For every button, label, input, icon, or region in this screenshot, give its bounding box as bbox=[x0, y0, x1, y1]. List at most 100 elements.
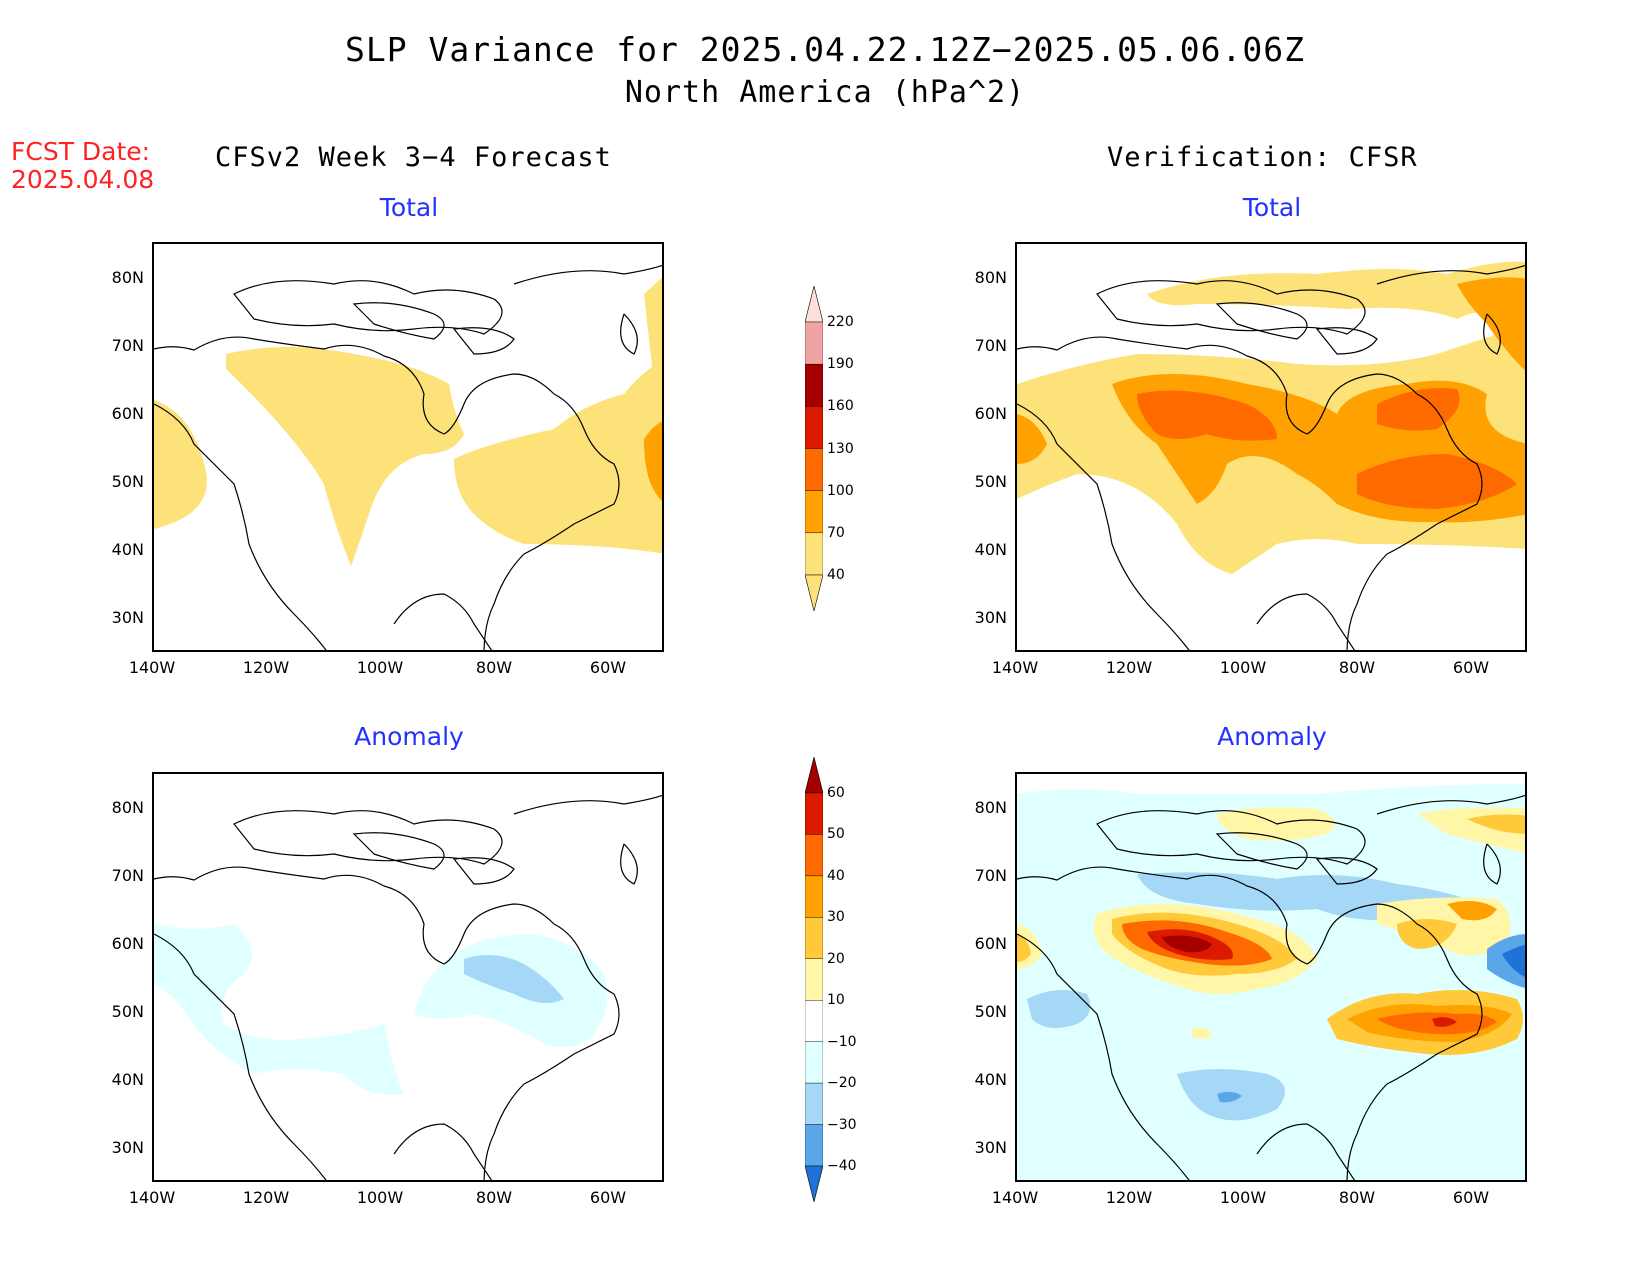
colorbar-segment bbox=[804, 917, 824, 959]
colorbar-segment bbox=[804, 1041, 824, 1084]
forecast-column-heading: CFSv2 Week 3−4 Forecast bbox=[215, 142, 612, 173]
lat-tick-label: 70N bbox=[974, 336, 1007, 355]
colorbar-level-label: 40 bbox=[827, 567, 845, 583]
lat-tick-label: 80N bbox=[974, 798, 1007, 817]
lat-tick-label: 60N bbox=[111, 934, 144, 953]
colorbar-graphic bbox=[804, 285, 824, 612]
lat-tick-label: 60N bbox=[974, 934, 1007, 953]
main-title: SLP Variance for 2025.04.22.12Z−2025.05.… bbox=[345, 30, 1305, 69]
colorbar-level-label: 130 bbox=[827, 440, 854, 457]
verification-column-heading: Verification: CFSR bbox=[1107, 142, 1418, 173]
lat-tick-label: 30N bbox=[111, 608, 144, 627]
colorbar-top-arrow bbox=[804, 756, 824, 794]
lon-tick-label: 80W bbox=[1338, 1188, 1376, 1207]
lon-tick-label: 140W bbox=[991, 1188, 1039, 1207]
colorbar-total: 220 190 160 130 100 70 40 bbox=[804, 285, 854, 612]
colorbar-segment bbox=[804, 792, 824, 835]
lat-tick-label: 80N bbox=[111, 268, 144, 287]
colorbar-level-label: 30 bbox=[827, 909, 845, 926]
lon-tick-label: 60W bbox=[589, 658, 627, 677]
lat-tick-label: 60N bbox=[974, 404, 1007, 423]
lon-tick-label: 60W bbox=[1452, 1188, 1490, 1207]
lon-tick-label: 60W bbox=[1452, 658, 1490, 677]
coastline bbox=[154, 794, 662, 1180]
lat-tick-label: 80N bbox=[974, 268, 1007, 287]
lon-tick-label: 100W bbox=[1219, 1188, 1267, 1207]
colorbar-segment bbox=[804, 532, 824, 576]
colorbar-level-label: 100 bbox=[827, 482, 854, 499]
colorbar-bottom-arrow bbox=[804, 574, 824, 612]
lon-tick-label: 120W bbox=[1105, 1188, 1153, 1207]
fcst-date-block: FCST Date: 2025.04.08 bbox=[11, 138, 154, 194]
lat-tick-label: 30N bbox=[111, 1138, 144, 1157]
colorbar-level-label: 10 bbox=[827, 992, 845, 1009]
lon-tick-label: 100W bbox=[356, 658, 404, 677]
colorbar-segment bbox=[804, 363, 824, 407]
coastline bbox=[154, 264, 662, 650]
lon-tick-label: 140W bbox=[991, 658, 1039, 677]
lon-tick-label: 120W bbox=[242, 1188, 290, 1207]
coastline bbox=[1017, 264, 1525, 650]
verification-total-map bbox=[1015, 242, 1527, 652]
forecast-total-title: Total bbox=[379, 193, 439, 222]
colorbar-level-label: 220 bbox=[827, 314, 854, 330]
colorbar-graphic bbox=[804, 756, 824, 1203]
lat-tick-label: 50N bbox=[111, 1002, 144, 1021]
colorbar-level-label: 40 bbox=[827, 867, 845, 884]
colorbar-level-label: 20 bbox=[827, 950, 845, 967]
lat-tick-label: 50N bbox=[111, 472, 144, 491]
colorbar-level-label: −10 bbox=[827, 1033, 857, 1050]
colorbar-segment bbox=[804, 1000, 824, 1042]
lat-tick-label: 70N bbox=[974, 866, 1007, 885]
lon-tick-label: 80W bbox=[475, 1188, 513, 1207]
lat-tick-label: 70N bbox=[111, 336, 144, 355]
colorbar-level-label: −30 bbox=[827, 1116, 857, 1133]
lat-tick-label: 50N bbox=[974, 472, 1007, 491]
colorbar-level-label: 50 bbox=[827, 826, 845, 843]
colorbar-segment bbox=[804, 490, 824, 534]
verification-anomaly-map bbox=[1015, 772, 1527, 1182]
lon-tick-label: 120W bbox=[242, 658, 290, 677]
colorbar-level-label: 70 bbox=[827, 524, 845, 541]
colorbar-top-arrow bbox=[804, 285, 824, 323]
verification-total-title: Total bbox=[1242, 193, 1302, 222]
lat-tick-label: 70N bbox=[111, 866, 144, 885]
lon-tick-label: 100W bbox=[1219, 658, 1267, 677]
lon-tick-label: 120W bbox=[1105, 658, 1153, 677]
colorbar-segment bbox=[804, 448, 824, 491]
lat-tick-label: 40N bbox=[111, 1070, 144, 1089]
colorbar-level-label: 190 bbox=[827, 356, 854, 373]
forecast-anomaly-map bbox=[152, 772, 664, 1182]
forecast-anomaly-title: Anomaly bbox=[354, 722, 464, 751]
colorbar-level-label: 160 bbox=[827, 398, 854, 415]
colorbar-segment bbox=[804, 406, 824, 449]
lon-tick-label: 140W bbox=[128, 1188, 176, 1207]
colorbar-segment bbox=[804, 1082, 824, 1125]
colorbar-segment bbox=[804, 958, 824, 1001]
lon-tick-label: 80W bbox=[475, 658, 513, 677]
colorbar-segment bbox=[804, 321, 824, 365]
colorbar-level-label: 60 bbox=[827, 785, 845, 801]
colorbar-segment bbox=[804, 834, 824, 877]
lat-tick-label: 50N bbox=[974, 1002, 1007, 1021]
colorbar-level-label: −40 bbox=[827, 1158, 857, 1174]
lat-tick-label: 40N bbox=[111, 540, 144, 559]
lat-tick-label: 40N bbox=[974, 1070, 1007, 1089]
lon-tick-label: 100W bbox=[356, 1188, 404, 1207]
fcst-date-value: 2025.04.08 bbox=[11, 165, 155, 194]
forecast-total-map bbox=[152, 242, 664, 652]
verification-anomaly-title: Anomaly bbox=[1217, 722, 1327, 751]
colorbar-anomaly: 60 50 40 30 20 10 −10 −20 −30 −40 bbox=[804, 756, 857, 1203]
colorbar-segment bbox=[804, 1124, 824, 1167]
lat-tick-label: 80N bbox=[111, 798, 144, 817]
lon-tick-label: 140W bbox=[128, 658, 176, 677]
coastline bbox=[1017, 794, 1525, 1180]
lat-tick-label: 60N bbox=[111, 404, 144, 423]
colorbar-bottom-arrow bbox=[804, 1165, 824, 1203]
main-subtitle: North America (hPa^2) bbox=[624, 75, 1026, 110]
lat-tick-label: 40N bbox=[974, 540, 1007, 559]
lat-tick-label: 30N bbox=[974, 608, 1007, 627]
colorbar-level-label: −20 bbox=[827, 1075, 857, 1092]
lon-tick-label: 80W bbox=[1338, 658, 1376, 677]
lat-tick-label: 30N bbox=[974, 1138, 1007, 1157]
